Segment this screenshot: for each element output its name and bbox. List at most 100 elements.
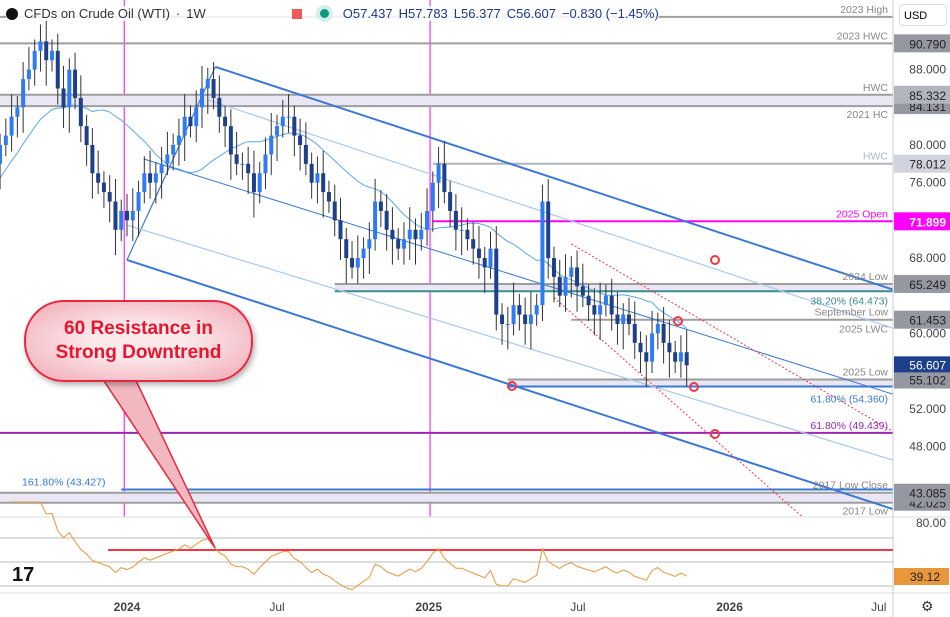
level-band (0, 492, 893, 503)
ohlc-close: C56.607 (506, 6, 556, 21)
candle-body (275, 126, 280, 136)
candle-body (0, 145, 3, 164)
candle (453, 193, 458, 251)
candle (176, 118, 181, 166)
candle (378, 190, 383, 227)
last-price-tag (894, 356, 950, 373)
candle-body (159, 163, 164, 174)
annotation-callout: 60 Resistance in Strong Downtrend (24, 300, 253, 382)
candle-body (211, 79, 216, 98)
price-tag-label: 65.249 (909, 278, 946, 292)
candle (361, 237, 366, 279)
candle-body (626, 314, 631, 324)
candle (517, 293, 522, 331)
candle (182, 94, 187, 162)
candle (286, 94, 291, 133)
time-axis-tick: 2025 (415, 600, 442, 614)
candle (563, 254, 568, 312)
candle-body (257, 173, 262, 193)
price-tag (894, 370, 950, 389)
candle-body (517, 305, 522, 315)
candle-body (26, 69, 31, 80)
candle (638, 331, 643, 373)
callout-line2: Strong Downtrend (55, 342, 222, 363)
tradingview-logo[interactable]: 17 (12, 564, 35, 586)
candle-body (321, 173, 326, 193)
candle (419, 212, 424, 251)
candle (78, 75, 83, 143)
price-tag (894, 212, 950, 231)
currency-selector[interactable]: USD (899, 4, 947, 26)
candle (384, 193, 389, 251)
candle-body (38, 41, 43, 51)
level-label: 61.80% (49.439) (810, 420, 888, 432)
level-label: 2025 Open (836, 208, 888, 220)
candle-body (575, 267, 580, 287)
candle (350, 241, 355, 279)
level-label: 61.80% (54.360) (810, 394, 888, 406)
rsi-axis-tick: 80.00 (916, 516, 946, 530)
level-band (334, 283, 893, 292)
symbol-title[interactable]: CFDs on Crude Oil (WTI) (24, 6, 170, 21)
candle (292, 105, 297, 157)
settings-icon[interactable]: ⚙ (921, 598, 934, 614)
plot-area (0, 0, 893, 517)
candle-body (96, 173, 101, 183)
candle (228, 109, 233, 180)
candle-body (176, 135, 181, 145)
candle (355, 235, 360, 284)
candle (298, 118, 303, 171)
candle (459, 207, 464, 256)
candle (49, 39, 54, 72)
candle (546, 178, 551, 279)
touch-point-marker (507, 381, 517, 391)
candle (592, 288, 597, 336)
candle-body (101, 182, 106, 193)
candle-body (523, 314, 528, 324)
level-band (507, 379, 893, 387)
level-label: 2023 HWC (837, 30, 889, 42)
candle (26, 47, 31, 91)
ohlc-high: H57.783 (398, 6, 448, 21)
candle (148, 150, 153, 199)
candle-body (84, 126, 89, 145)
candle-body (182, 116, 187, 136)
candle-body (223, 116, 228, 127)
candle-body (246, 163, 251, 174)
candle (476, 226, 481, 279)
candle (67, 58, 72, 133)
price-tag (894, 85, 950, 104)
touch-point-marker (710, 255, 720, 265)
candle (217, 75, 222, 133)
candle-body (603, 295, 608, 306)
candle-body (425, 210, 430, 230)
candle-body (436, 163, 441, 183)
candle (650, 310, 655, 373)
candle (523, 297, 528, 345)
candle-body (448, 192, 453, 211)
candle-body (655, 323, 660, 334)
price-axis-tick: 52.000 (909, 402, 946, 416)
touch-point-marker (710, 429, 720, 439)
candle (580, 263, 585, 308)
candle (632, 301, 637, 359)
red-dotted-channel-line (553, 297, 804, 517)
candle (569, 256, 574, 298)
level-label: 2017 Low Close (813, 480, 888, 492)
candle (344, 227, 349, 284)
candle-body (78, 97, 83, 127)
level-label: 38.20% (64.473) (810, 295, 888, 307)
candle (511, 282, 516, 336)
candle (332, 184, 337, 237)
candle-body (32, 50, 37, 70)
price-tag-label: 71.899 (909, 215, 946, 229)
candle-body (113, 201, 118, 230)
price-axis-tick: 88.000 (909, 63, 946, 77)
candle-body (373, 201, 378, 240)
candle (73, 52, 78, 110)
candle-body (563, 276, 568, 296)
interval[interactable]: 1W (186, 6, 206, 21)
flag-icon[interactable] (291, 8, 302, 19)
price-tag (894, 34, 950, 53)
